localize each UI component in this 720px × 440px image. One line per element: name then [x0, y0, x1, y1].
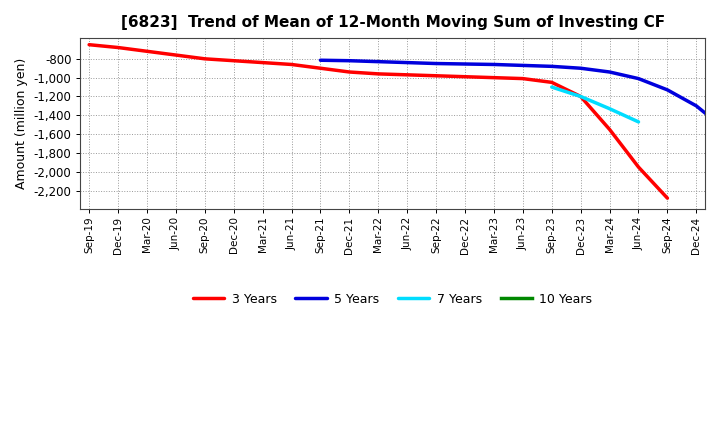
3 Years [606, 127, 614, 132]
5 Years [576, 66, 585, 71]
3 Years [576, 94, 585, 99]
3 Years [518, 76, 527, 81]
5 Years [316, 58, 325, 63]
7 Years [606, 106, 614, 111]
5 Years [374, 59, 382, 64]
3 Years [143, 49, 151, 54]
5 Years [547, 64, 556, 69]
5 Years [403, 60, 412, 65]
5 Years [663, 87, 672, 92]
Title: [6823]  Trend of Mean of 12-Month Moving Sum of Investing CF: [6823] Trend of Mean of 12-Month Moving … [121, 15, 665, 30]
5 Years [432, 61, 441, 66]
7 Years [547, 84, 556, 90]
3 Years [200, 56, 209, 62]
Line: 5 Years: 5 Years [320, 60, 720, 156]
7 Years [576, 94, 585, 99]
3 Years [461, 74, 469, 79]
3 Years [432, 73, 441, 78]
7 Years [634, 119, 643, 125]
3 Years [490, 75, 498, 80]
3 Years [258, 60, 267, 65]
3 Years [403, 72, 412, 77]
5 Years [490, 62, 498, 67]
3 Years [634, 165, 643, 170]
3 Years [547, 80, 556, 85]
3 Years [230, 58, 238, 63]
Line: 3 Years: 3 Years [89, 45, 667, 198]
5 Years [518, 63, 527, 68]
3 Years [345, 70, 354, 75]
3 Years [287, 62, 296, 67]
5 Years [606, 70, 614, 75]
5 Years [634, 76, 643, 81]
3 Years [114, 45, 122, 50]
Legend: 3 Years, 5 Years, 7 Years, 10 Years: 3 Years, 5 Years, 7 Years, 10 Years [188, 288, 598, 311]
5 Years [692, 103, 701, 109]
3 Years [316, 66, 325, 71]
3 Years [85, 42, 94, 48]
3 Years [663, 195, 672, 201]
Y-axis label: Amount (million yen): Amount (million yen) [15, 58, 28, 189]
5 Years [461, 61, 469, 66]
3 Years [171, 52, 180, 58]
Line: 7 Years: 7 Years [552, 87, 639, 122]
3 Years [374, 71, 382, 77]
5 Years [345, 58, 354, 63]
